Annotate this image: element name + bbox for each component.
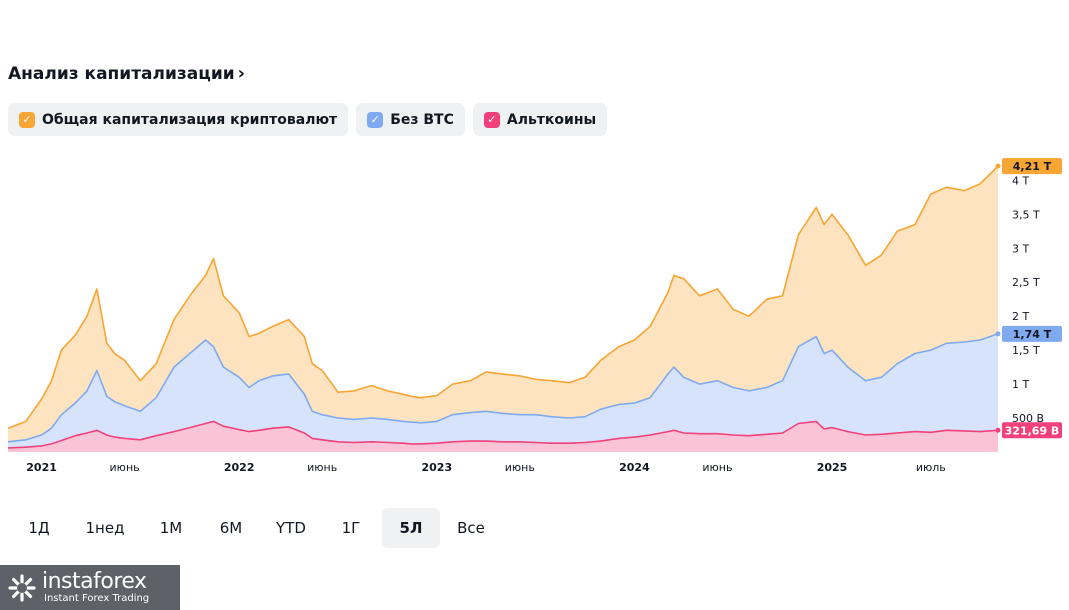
range-tab-ytd[interactable]: YTD bbox=[276, 519, 306, 537]
range-tab-1d[interactable]: 1Д bbox=[28, 519, 50, 537]
legend: ✓ Общая капитализация криптовалют ✓ Без … bbox=[8, 103, 608, 136]
y-tick-label-6: 3,5 T bbox=[1012, 208, 1040, 221]
y-tick-label-3: 2 T bbox=[1012, 310, 1029, 323]
page-title-text: Анализ капитализации bbox=[8, 63, 235, 84]
series-line-2 bbox=[7, 420, 999, 449]
y-tick-label-1: 1 T bbox=[1012, 378, 1029, 391]
checkbox-icon[interactable]: ✓ bbox=[19, 111, 35, 128]
y-tick-label-4: 2,5 T bbox=[1012, 276, 1040, 289]
series-line-1 bbox=[7, 333, 999, 443]
checkbox-icon[interactable]: ✓ bbox=[367, 111, 384, 128]
page-title[interactable]: Анализ капитализации › bbox=[8, 63, 245, 84]
range-tab-1y[interactable]: 1Г bbox=[341, 519, 361, 537]
last-value-label-2: 321,69 B bbox=[1005, 424, 1060, 437]
y-tick-label-7: 4 T bbox=[1012, 174, 1029, 187]
last-value-badge-0 bbox=[1002, 158, 1062, 175]
x-tick-label-2: 2022 bbox=[224, 461, 255, 474]
range-tabs: 1Д 1нед 1М 6М YTD 1Г 5Л Все bbox=[10, 508, 500, 548]
y-tick-label-2: 1,5 T bbox=[1012, 344, 1040, 357]
last-value-badge-2 bbox=[1002, 422, 1062, 439]
range-tab-6m[interactable]: 6М bbox=[219, 519, 243, 537]
x-tick-label-7: июнь bbox=[702, 461, 732, 474]
range-tab-1w[interactable]: 1нед bbox=[85, 519, 125, 537]
last-value-dot-2 bbox=[995, 427, 1001, 433]
series-area-0 bbox=[8, 166, 998, 452]
series-area-2 bbox=[8, 421, 998, 452]
x-tick-label-5: июнь bbox=[505, 461, 535, 474]
watermark-tagline: Instant Forex Trading bbox=[44, 592, 150, 604]
last-value-label-0: 4,21 T bbox=[1013, 160, 1052, 173]
x-tick-label-8: 2025 bbox=[817, 461, 848, 474]
x-tick-label-0: 2021 bbox=[26, 461, 57, 474]
series-line-0 bbox=[7, 165, 999, 429]
checkbox-icon[interactable]: ✓ bbox=[483, 111, 500, 128]
legend-label: Без BTC bbox=[390, 111, 454, 128]
last-value-dot-0 bbox=[995, 163, 1001, 169]
legend-total-cap[interactable]: ✓ Общая капитализация криптовалют bbox=[8, 103, 349, 136]
legend-label: Общая капитализация криптовалют bbox=[42, 111, 338, 128]
legend-altcoins[interactable]: ✓ Альткоины bbox=[472, 103, 608, 136]
last-value-badge-1 bbox=[1002, 325, 1062, 342]
series-area-1 bbox=[8, 333, 998, 452]
x-tick-label-9: июль bbox=[916, 461, 946, 474]
instaforex-logo-icon bbox=[8, 573, 36, 602]
x-tick-label-6: 2024 bbox=[619, 461, 650, 474]
x-tick-label-4: 2023 bbox=[421, 461, 452, 474]
legend-label: Альткоины bbox=[506, 111, 597, 128]
instaforex-watermark: instaforex Instant Forex Trading bbox=[0, 565, 180, 610]
y-tick-label-0: 500 B bbox=[1012, 412, 1044, 425]
legend-ex-btc[interactable]: ✓ Без BTC bbox=[356, 103, 465, 136]
range-tab-5y[interactable]: 5Л bbox=[382, 508, 440, 548]
y-tick-label-5: 3 T bbox=[1012, 242, 1029, 255]
last-value-dot-1 bbox=[995, 331, 1001, 337]
market-cap-chart[interactable]: 500 B 1 T 1,5 T 2 T 2,5 T 3 T 3,5 T 4 T 2021 июнь… bbox=[0, 150, 1069, 480]
range-tab-all[interactable]: Все bbox=[457, 519, 485, 537]
x-tick-label-3: июнь bbox=[307, 461, 337, 474]
range-tab-1m[interactable]: 1М bbox=[159, 519, 183, 537]
x-tick-label-1: июнь bbox=[110, 461, 140, 474]
last-value-label-1: 1,74 T bbox=[1013, 328, 1052, 341]
chevron-right-icon: › bbox=[237, 63, 246, 84]
watermark-brand: instaforex bbox=[42, 568, 147, 594]
